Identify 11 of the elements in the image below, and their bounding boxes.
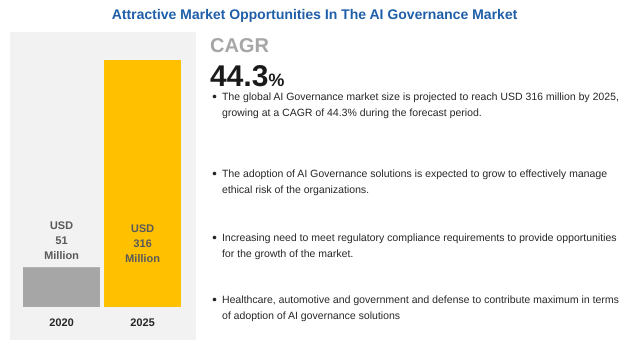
- x-tick-label: 2025: [130, 317, 155, 329]
- text: The global AI Governance market size is projected to reach USD 316 million by 2025, growing at a CAGR of 44.3% during the forecast period.: [222, 91, 619, 119]
- text: 44.3%: [210, 60, 284, 93]
- text: Increasing need to meet regulatory compliance requirements to provide opportunities for the growth of the market.: [222, 232, 617, 260]
- data-label: USD 51 Million: [44, 220, 80, 262]
- x-tick-label: 2020: [49, 317, 74, 329]
- text: CAGR: [210, 35, 270, 57]
- data-label: USD 316 Million: [125, 223, 160, 265]
- text: Attractive Market Opportunities In The AI Governance Market: [112, 6, 518, 22]
- text: The adoption of AI Governance solutions is expected to grow to effectively manage ethical risk of the organizations.: [222, 168, 608, 196]
- text: Healthcare, automotive and government and defense to contribute maximum in terms of adoption of AI governance solutions: [222, 294, 619, 322]
